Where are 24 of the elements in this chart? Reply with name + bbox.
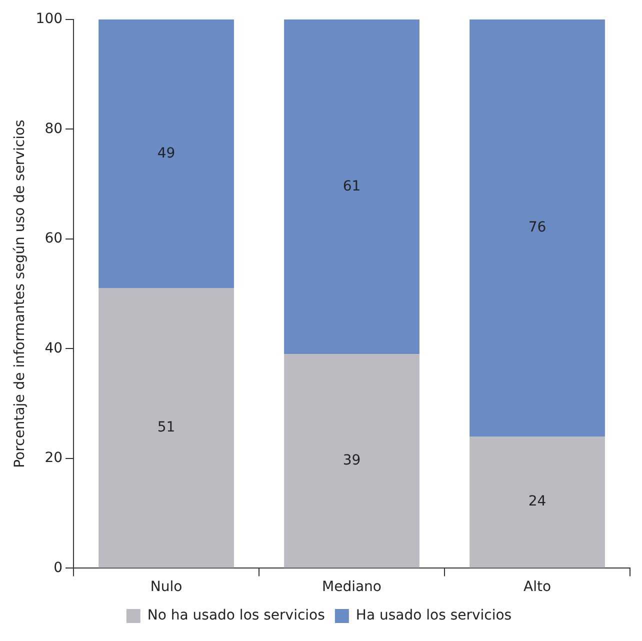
y-tick-label: 100 [36,11,63,28]
x-tick-label: Alto [523,579,552,596]
data-label: 51 [157,420,176,436]
y-tick-label: 40 [44,340,63,356]
bar [470,436,605,568]
y-axis-title: Porcentaje de informantes según uso de servicios [12,120,28,468]
y-tick-label: 60 [44,230,63,247]
x-tick-label: Mediano [322,579,382,596]
data-label: 76 [528,220,546,236]
bar [98,288,234,568]
y-tick-label: 0 [54,560,63,576]
legend-label: Ha usado los servicios [356,608,512,624]
y-tick-label: 20 [44,450,63,466]
data-label: 61 [342,178,361,194]
data-label: 24 [528,494,546,510]
bar [470,19,605,436]
legend-label: No ha usado los servicios [147,608,325,624]
bar [98,19,234,288]
bar [284,354,420,568]
x-tick-label: Nulo [150,579,182,596]
bar [284,19,420,354]
data-label: 39 [342,452,361,469]
y-tick-label: 80 [44,120,63,137]
data-label: 49 [157,145,176,162]
